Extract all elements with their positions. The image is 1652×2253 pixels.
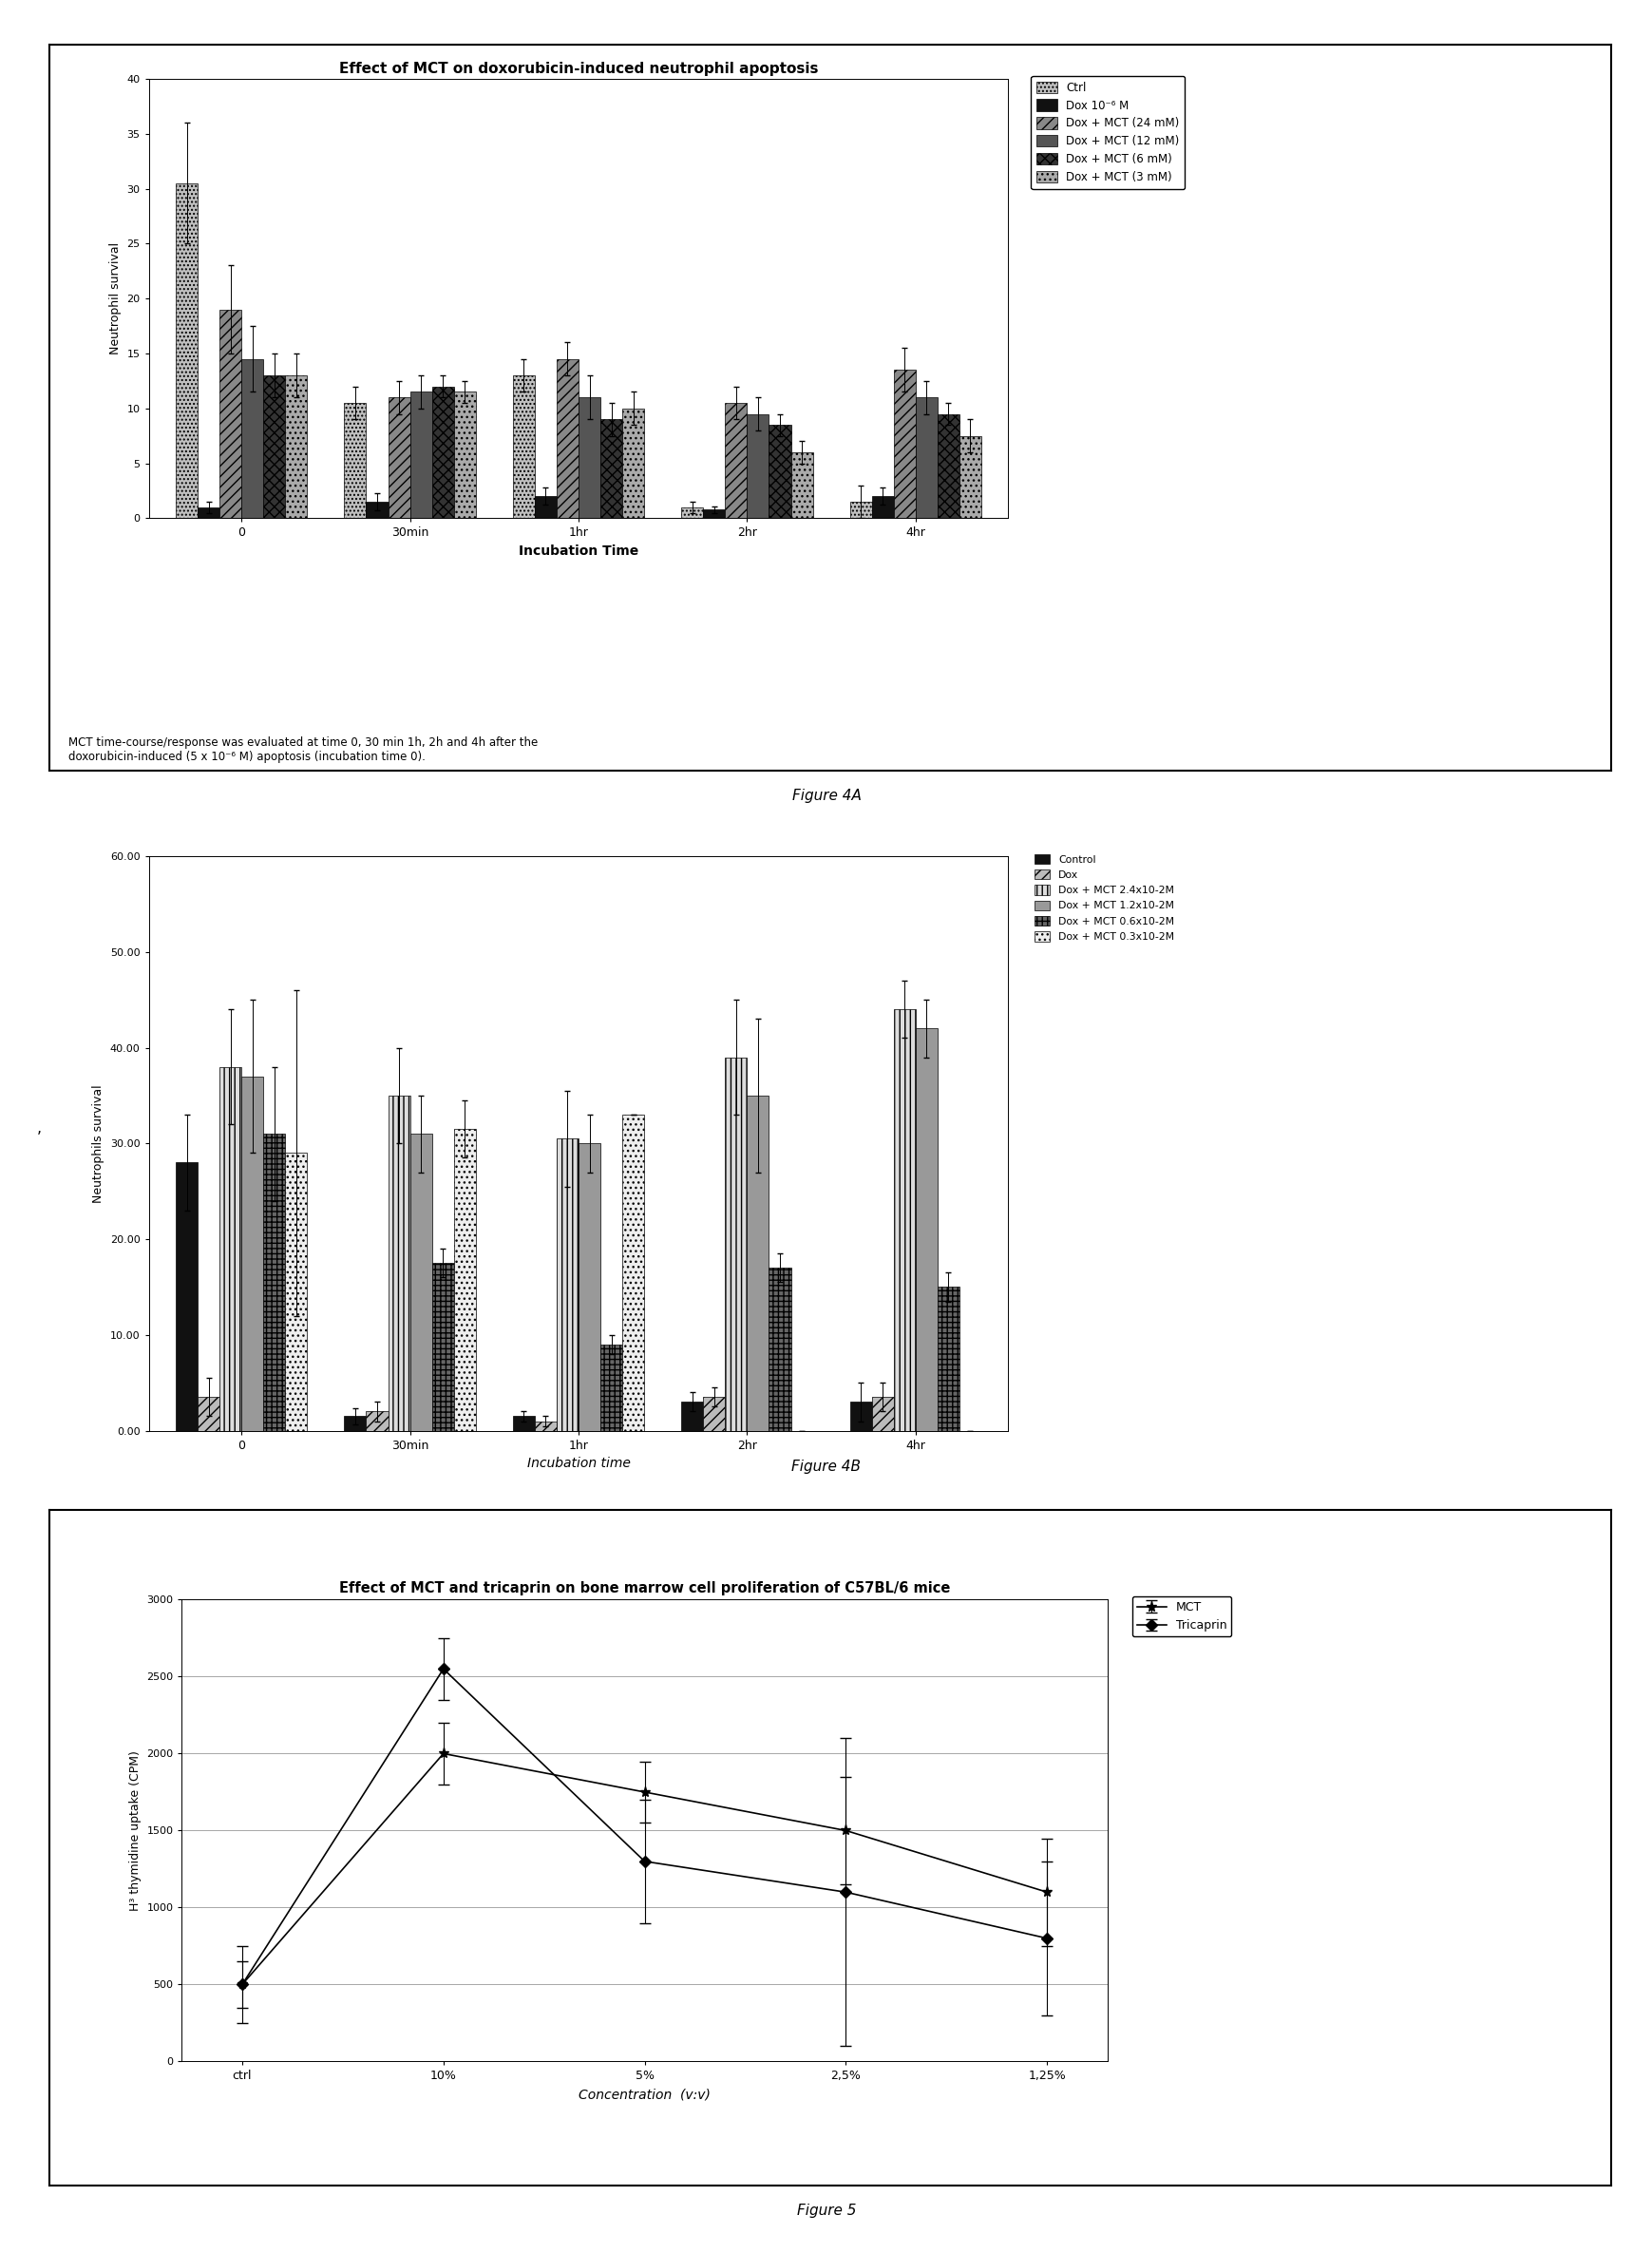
Bar (286, 1154, 307, 1431)
Bar (937, 415, 958, 518)
Bar (849, 502, 871, 518)
Bar (286, 376, 307, 518)
Y-axis label: Neutrophils survival: Neutrophils survival (93, 1084, 104, 1203)
Bar (431, 1264, 454, 1431)
Bar (367, 1410, 388, 1431)
Bar (512, 376, 534, 518)
Legend: Ctrl, Dox 10⁻⁶ M, Dox + MCT (24 mM), Dox + MCT (12 mM), Dox + MCT (6 mM), Dox + : Ctrl, Dox 10⁻⁶ M, Dox + MCT (24 mM), Dox… (1031, 77, 1184, 189)
Bar (578, 1145, 600, 1431)
Bar (454, 392, 476, 518)
Bar (388, 1095, 410, 1431)
Bar (241, 358, 263, 518)
X-axis label: Incubation time: Incubation time (527, 1458, 629, 1471)
Bar (220, 1068, 241, 1431)
Bar (431, 388, 454, 518)
Y-axis label: Neutrophil survival: Neutrophil survival (109, 243, 122, 354)
Bar (600, 1345, 623, 1431)
Bar (623, 408, 644, 518)
Bar (512, 1417, 534, 1431)
Bar (894, 369, 915, 518)
Text: MCT time-course/response was evaluated at time 0, 30 min 1h, 2h and 4h after the: MCT time-course/response was evaluated a… (68, 737, 537, 764)
Bar (454, 1129, 476, 1431)
Bar (681, 1401, 702, 1431)
Bar (344, 1417, 367, 1431)
Bar (557, 358, 578, 518)
Legend: Control, Dox, Dox + MCT 2.4x10-2M, Dox + MCT 1.2x10-2M, Dox + MCT 0.6x10-2M, Dox: Control, Dox, Dox + MCT 2.4x10-2M, Dox +… (1031, 849, 1178, 946)
Bar (725, 403, 747, 518)
Bar (681, 507, 702, 518)
Legend: MCT, Tricaprin: MCT, Tricaprin (1132, 1597, 1231, 1636)
Bar (198, 1397, 220, 1431)
Bar (849, 1401, 871, 1431)
Bar (198, 507, 220, 518)
Bar (263, 376, 286, 518)
Bar (915, 1027, 937, 1431)
Bar (600, 419, 623, 518)
Text: Figure 4A: Figure 4A (791, 789, 861, 802)
Text: Figure 5: Figure 5 (796, 2203, 856, 2217)
Y-axis label: H³ thymidine uptake (CPM): H³ thymidine uptake (CPM) (129, 1751, 140, 1911)
Bar (220, 309, 241, 518)
Bar (557, 1138, 578, 1431)
Text: Figure 4B: Figure 4B (791, 1460, 861, 1473)
Bar (241, 1077, 263, 1431)
Bar (768, 1268, 790, 1431)
Title: Effect of MCT and tricaprin on bone marrow cell proliferation of C57BL/6 mice: Effect of MCT and tricaprin on bone marr… (339, 1582, 950, 1595)
Bar (871, 496, 894, 518)
Bar (958, 435, 981, 518)
Bar (534, 1422, 557, 1431)
Bar (388, 397, 410, 518)
Bar (702, 509, 725, 518)
Bar (790, 453, 813, 518)
Bar (175, 182, 198, 518)
Bar (725, 1057, 747, 1431)
Bar (915, 397, 937, 518)
Bar (768, 426, 790, 518)
Bar (747, 1095, 768, 1431)
Bar (410, 1133, 431, 1431)
Bar (344, 403, 367, 518)
Bar (937, 1286, 958, 1431)
Bar (871, 1397, 894, 1431)
Bar (410, 392, 431, 518)
Bar (702, 1397, 725, 1431)
Bar (747, 415, 768, 518)
Bar (534, 496, 557, 518)
Bar (578, 397, 600, 518)
Bar (623, 1115, 644, 1431)
X-axis label: Concentration  (v:v): Concentration (v:v) (578, 2089, 710, 2102)
Bar (263, 1133, 286, 1431)
Bar (367, 502, 388, 518)
Bar (894, 1009, 915, 1431)
Text: ’: ’ (36, 1131, 41, 1145)
Bar (175, 1163, 198, 1431)
X-axis label: Incubation Time: Incubation Time (519, 545, 638, 559)
Title: Effect of MCT on doxorubicin-induced neutrophil apoptosis: Effect of MCT on doxorubicin-induced neu… (339, 63, 818, 77)
